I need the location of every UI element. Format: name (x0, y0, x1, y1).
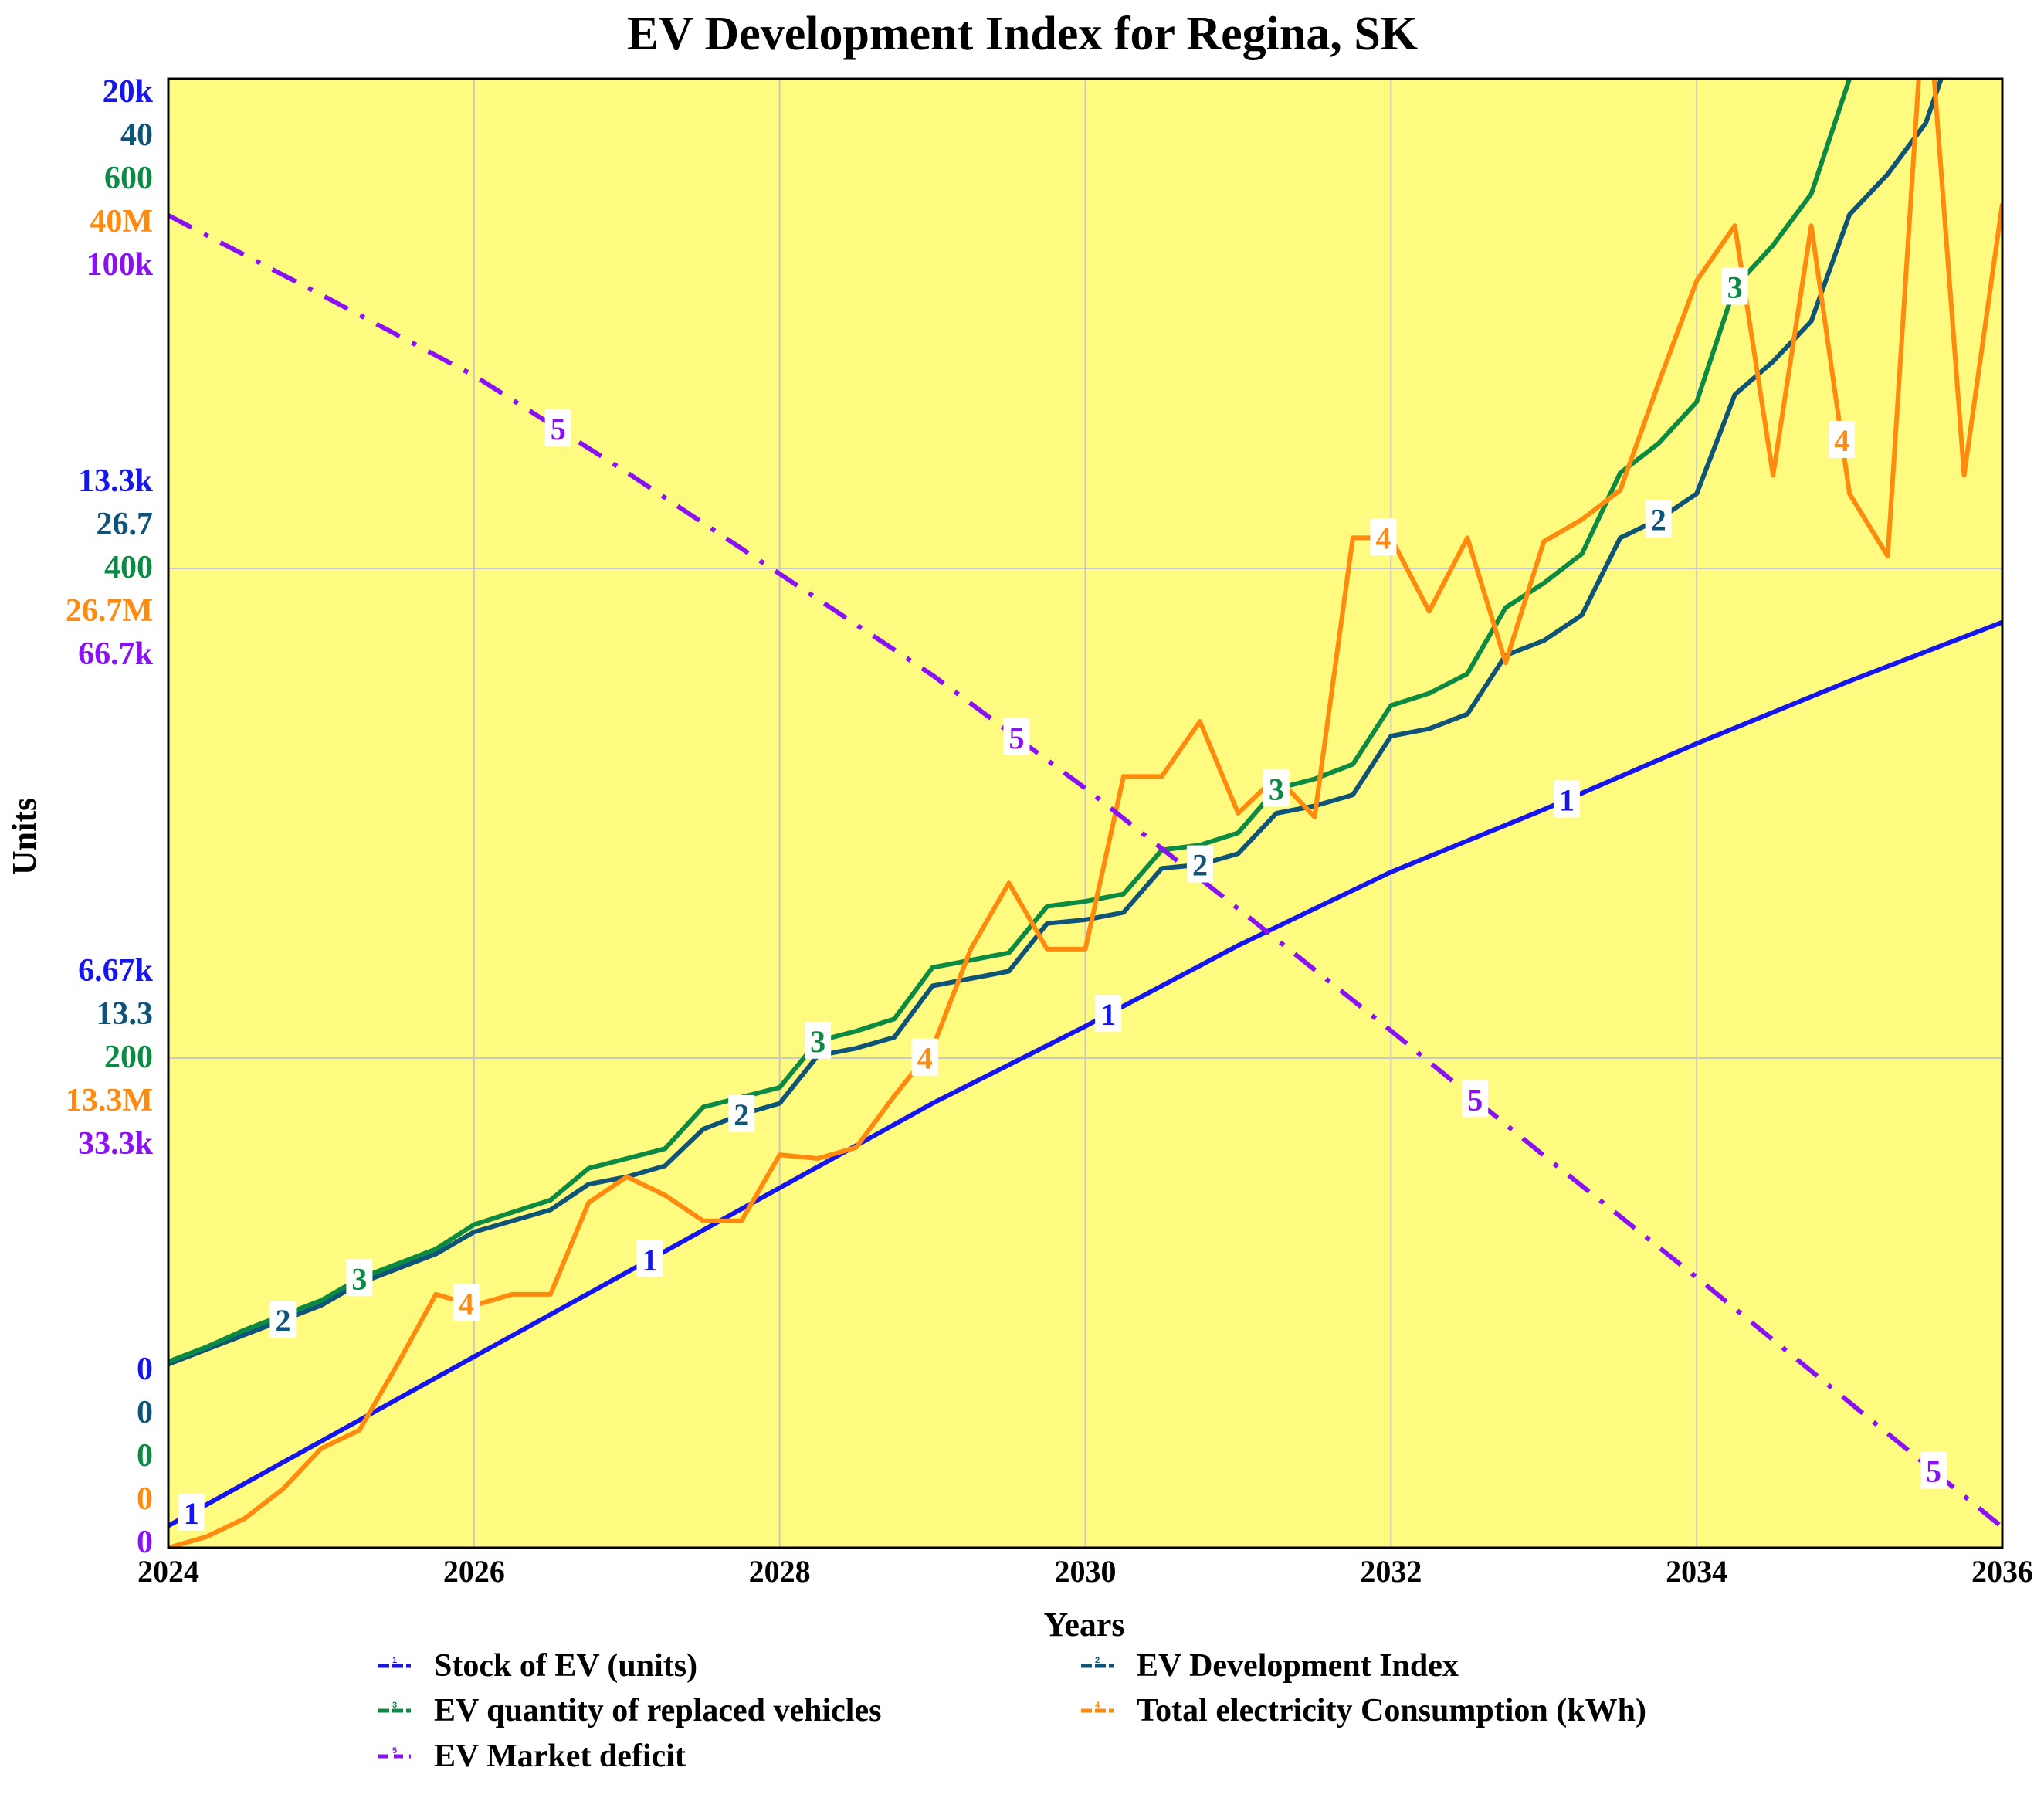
y-tick-label: 0 (137, 1395, 153, 1430)
y-tick-label: 13.3 (97, 996, 154, 1032)
series-marker-box (1721, 267, 1748, 305)
y-tick-label: 40M (90, 204, 153, 239)
legend-item-2: 2 EV Development Index (1081, 1648, 1459, 1684)
series-marker-box (453, 1284, 480, 1321)
series-marker-label: 5 (551, 412, 566, 446)
series-marker-label: 3 (1727, 270, 1743, 304)
legend-item-4: 4 Total electricity Consumption (kWh) (1081, 1693, 1646, 1728)
y-tick-label: 0 (137, 1352, 153, 1387)
series-line-2 (168, 79, 1944, 1367)
x-tick-label: 2032 (1360, 1554, 1422, 1589)
legend-item-3: 3 EV quantity of replaced vehicles (378, 1693, 881, 1728)
series-marker-label: 4 (1834, 423, 1849, 458)
series-marker-box (911, 1038, 938, 1076)
y-axis-ticks: 0 0 0 0 0 6.67k 13.3 200 13.3M 33.3k 13.3k 26.7 400 2… (66, 74, 154, 1560)
y-tick-label: 100k (86, 247, 154, 283)
series-marker-label: 1 (642, 1243, 657, 1277)
series-marker-label: 4 (459, 1286, 474, 1321)
y-tick-label: 0 (137, 1525, 153, 1560)
series-marker-label: 2 (1192, 848, 1208, 883)
y-tick-label: 66.7k (78, 636, 154, 672)
series-marker-box (1003, 718, 1030, 755)
series-marker-box (1920, 1451, 1947, 1489)
x-tick-label: 2028 (749, 1554, 811, 1589)
legend-label: Stock of EV (units) (434, 1648, 697, 1684)
y-tick-label: 20k (103, 74, 154, 110)
series-marker-box (1553, 780, 1580, 818)
series-marker-label: 2 (1651, 503, 1666, 538)
legend-label: Total electricity Consumption (kWh) (1137, 1693, 1646, 1728)
series-marker-box (1829, 420, 1856, 458)
y-tick-label: 13.3M (66, 1083, 153, 1118)
series-marker-label: 5 (1926, 1454, 1941, 1489)
x-axis-ticks: 2024 2026 2028 2030 2032 2034 2036 (137, 1554, 2033, 1589)
series-marker-label: 2 (275, 1303, 290, 1338)
series-marker-box (178, 1494, 205, 1532)
y-tick-label: 40 (120, 117, 153, 153)
series-marker-label: 1 (1100, 997, 1116, 1032)
legend-number: 2 (1095, 1656, 1100, 1665)
y-tick-label: 400 (104, 550, 153, 585)
y-tick-label: 26.7 (97, 507, 154, 542)
x-tick-label: 2030 (1055, 1554, 1117, 1589)
series-marker-box (544, 409, 571, 447)
series-marker-box (728, 1094, 755, 1132)
y-tick-label: 26.7M (66, 593, 153, 629)
series-marker-label: 3 (1269, 772, 1284, 806)
x-tick-label: 2026 (443, 1554, 505, 1589)
series-marker-box (1370, 518, 1397, 556)
series-marker-label: 3 (351, 1261, 367, 1296)
y-tick-label: 33.3k (78, 1126, 154, 1162)
legend-number: 1 (392, 1656, 397, 1665)
series-marker-label: 3 (810, 1024, 825, 1059)
series-marker-label: 5 (1467, 1082, 1483, 1117)
y-tick-label: 6.67k (78, 953, 154, 989)
legend-number: 4 (1095, 1701, 1100, 1710)
legend-label: EV quantity of replaced vehicles (434, 1693, 881, 1728)
series-marker-box (269, 1301, 297, 1338)
series-marker-label: 1 (1559, 782, 1575, 817)
legend: 1 Stock of EV (units) 2 EV Development Inde… (378, 1648, 1646, 1774)
series-line-1 (168, 619, 2002, 1528)
series-marker-box (805, 1021, 832, 1059)
y-tick-label: 13.3k (78, 463, 154, 499)
y-tick-label: 600 (104, 161, 153, 196)
y-tick-label: 0 (137, 1481, 153, 1517)
legend-number: 3 (392, 1701, 397, 1710)
y-tick-label: 200 (104, 1040, 153, 1075)
marker-layer: 1 1 1 1 2 2 2 2 3 3 3 3 4 4 4 4 5 5 5 5 (178, 267, 1947, 1532)
x-tick-label: 2024 (137, 1554, 199, 1589)
chart-title: EV Development Index for Regina, SK (627, 8, 1418, 60)
y-tick-label: 0 (137, 1438, 153, 1474)
x-tick-label: 2034 (1666, 1554, 1727, 1589)
x-tick-label: 2036 (1971, 1554, 2033, 1589)
series-marker-box (346, 1259, 373, 1297)
legend-item-5: 5 EV Market deficit (378, 1739, 686, 1774)
series-marker-label: 4 (1375, 521, 1391, 555)
y-axis-title: Units (5, 798, 43, 875)
series-marker-label: 4 (917, 1041, 933, 1076)
series-marker-label: 1 (184, 1496, 199, 1531)
series-marker-box (1095, 995, 1122, 1033)
series-marker-box (1186, 845, 1213, 883)
series-marker-label: 5 (1008, 721, 1024, 755)
plot-border (167, 77, 2004, 1549)
series-marker-label: 2 (734, 1097, 749, 1132)
series-marker-box (636, 1240, 663, 1277)
series-line-3 (168, 79, 1853, 1364)
series-marker-box (1462, 1080, 1489, 1118)
x-axis-title: Years (1043, 1606, 1124, 1644)
series-marker-box (1645, 500, 1672, 538)
legend-label: EV Development Index (1137, 1648, 1459, 1684)
series-marker-box (1263, 769, 1290, 807)
legend-item-1: 1 Stock of EV (units) (378, 1648, 697, 1684)
legend-label: EV Market deficit (434, 1739, 686, 1774)
legend-number: 5 (392, 1746, 397, 1756)
